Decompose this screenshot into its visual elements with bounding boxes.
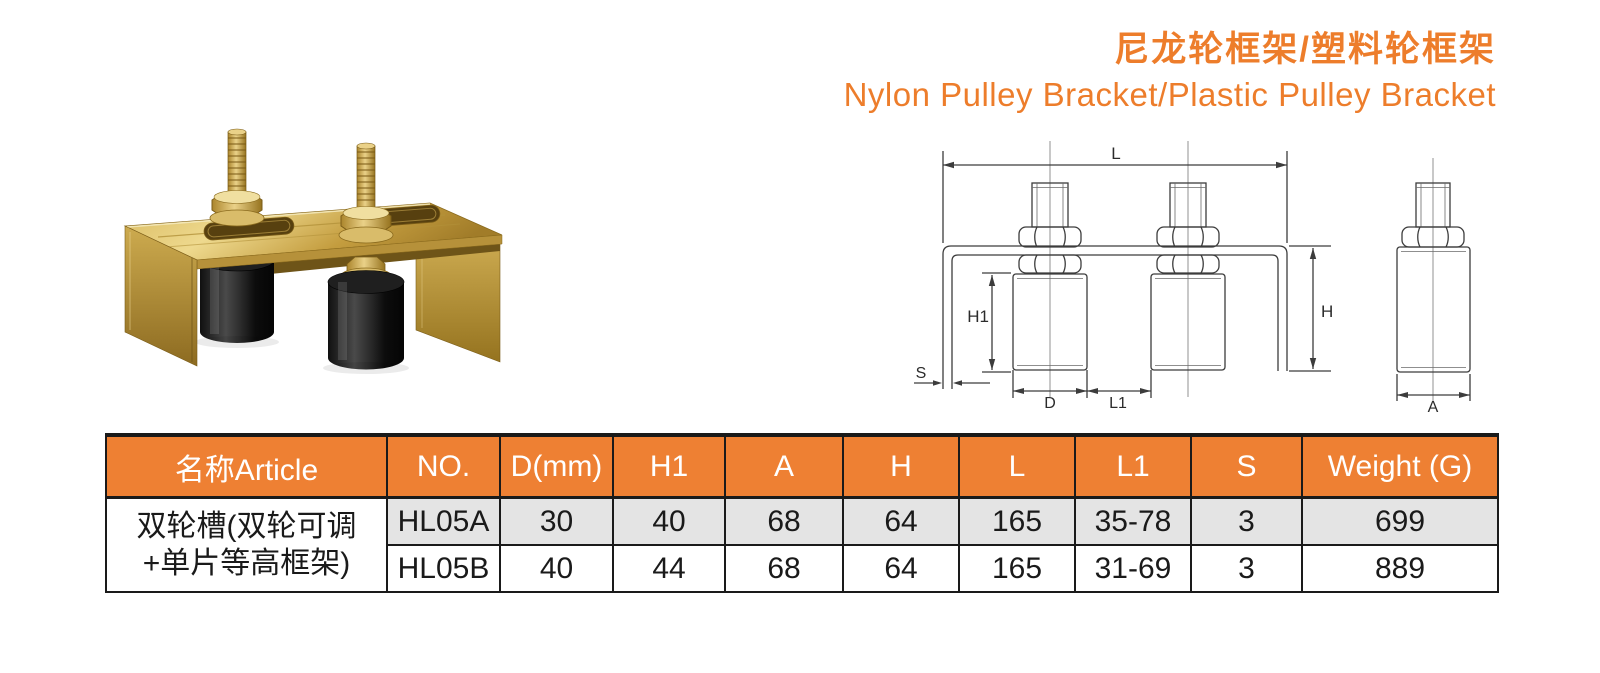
- title-chinese: 尼龙轮框架/塑料轮框架: [1114, 30, 1496, 69]
- cell-d: 40: [499, 544, 614, 593]
- header-d: D(mm): [499, 434, 614, 499]
- header-no: NO.: [386, 434, 501, 499]
- table-row-hl05b: HL05B 40 44 68 64 165 31-69 3 889: [106, 544, 1499, 593]
- title-english: Nylon Pulley Bracket/Plastic Pulley Brac…: [843, 76, 1496, 113]
- cell-d: 30: [499, 496, 614, 546]
- header-s: S: [1190, 434, 1303, 499]
- cell-l: 165: [958, 544, 1076, 593]
- dim-label-H: H: [1321, 302, 1333, 321]
- article-name-line1: 双轮槽(双轮可调: [136, 510, 357, 543]
- table-row-hl05a: 双轮槽(双轮可调 +单片等高框架) HL05A 30 40 68 64 165 …: [105, 496, 1499, 593]
- technical-diagram: L H H1 S D L1: [914, 141, 1471, 416]
- centerlines: [1049, 141, 1434, 401]
- right-roller: [323, 256, 409, 374]
- cell-weight: 699: [1301, 496, 1499, 546]
- header-a: A: [724, 434, 844, 499]
- cell-weight: 889: [1301, 544, 1499, 593]
- front-left-pulley: [1012, 182, 1088, 371]
- header-l1: L1: [1074, 434, 1192, 499]
- cell-h1: 44: [612, 544, 726, 593]
- front-right-pulley: [1150, 182, 1226, 371]
- header-h1: H1: [612, 434, 726, 499]
- product-photo: [123, 128, 503, 374]
- table-header-row: 名称Article NO. D(mm) H1 A H L L1 S Weight…: [105, 434, 1499, 499]
- article-name-line2: +单片等高框架): [142, 547, 351, 580]
- dim-label-H1: H1: [967, 307, 989, 326]
- dim-label-L1: L1: [1109, 395, 1127, 412]
- header-l: L: [958, 434, 1076, 499]
- header-weight: Weight (G): [1301, 434, 1499, 499]
- cell-h: 64: [842, 496, 960, 546]
- header-article: 名称Article: [105, 434, 388, 499]
- dimension-S: S: [914, 365, 990, 386]
- cell-l1: 35-78: [1074, 496, 1192, 546]
- bracket-profile: [942, 245, 1331, 389]
- cell-l1: 31-69: [1074, 544, 1192, 593]
- cell-no: HL05B: [386, 544, 501, 593]
- dim-label-A: A: [1428, 399, 1439, 416]
- cell-a: 68: [724, 544, 844, 593]
- dim-label-L: L: [1111, 144, 1120, 163]
- cell-s: 3: [1190, 544, 1303, 593]
- dim-label-S: S: [916, 365, 927, 382]
- side-view-pulley: [1396, 182, 1471, 373]
- dimension-L1: L1: [1087, 370, 1152, 412]
- cell-l: 165: [958, 496, 1076, 546]
- dimension-A: A: [1396, 374, 1471, 416]
- page-titles: 尼龙轮框架/塑料轮框架 Nylon Pulley Bracket/Plastic…: [844, 26, 1496, 116]
- spec-table: 名称Article NO. D(mm) H1 A H L L1 S Weight…: [105, 433, 1499, 593]
- bracket-left-leg: [124, 225, 198, 367]
- dimension-H: H: [1309, 248, 1333, 369]
- cell-no: HL05A: [386, 496, 501, 546]
- left-bolt: [209, 128, 265, 227]
- dimension-D: D: [1012, 370, 1088, 412]
- dim-label-D: D: [1044, 395, 1056, 412]
- cell-h1: 40: [612, 496, 726, 546]
- cell-s: 3: [1190, 496, 1303, 546]
- dimension-H1: H1: [967, 272, 1011, 373]
- cell-h: 64: [842, 544, 960, 593]
- right-bolt: [338, 142, 394, 244]
- article-name-cell: 双轮槽(双轮可调 +单片等高框架): [105, 496, 388, 593]
- header-h: H: [842, 434, 960, 499]
- cell-a: 68: [724, 496, 844, 546]
- dimension-L: L: [942, 144, 1288, 243]
